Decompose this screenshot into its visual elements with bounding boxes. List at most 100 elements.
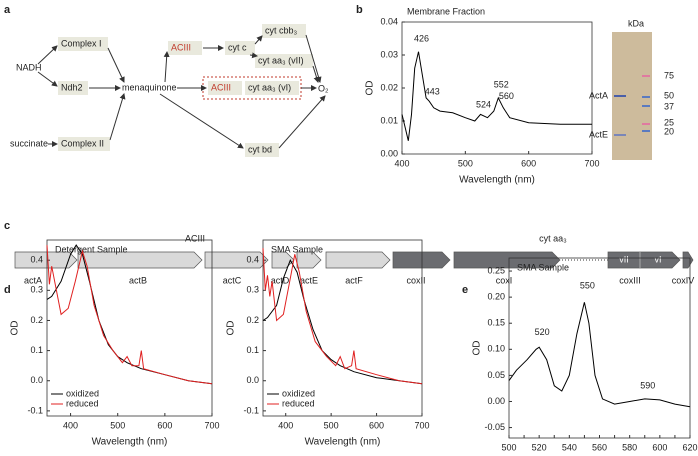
gene-label: coxII (406, 275, 425, 285)
node-box (262, 24, 306, 38)
node-box (255, 54, 313, 68)
peak-label: 590 (640, 380, 655, 390)
arrow (37, 45, 58, 65)
x-tick-label: 400 (278, 420, 293, 430)
x-tick-label: 700 (584, 158, 599, 168)
plot-frame (508, 257, 691, 439)
gene-arrow (453, 251, 561, 269)
y-axis-label: OD (10, 321, 21, 336)
gene-arrow (607, 251, 681, 269)
x-tick-label: 500 (501, 442, 516, 452)
peak-label: 426 (414, 33, 429, 43)
band-label: ActE (589, 129, 608, 139)
peak-label: 520 (535, 327, 550, 337)
spectrum-line (46, 245, 213, 385)
gene-label: coxIV (672, 275, 695, 285)
node: cyt c (228, 42, 247, 52)
y-tick-label: -0.05 (484, 422, 505, 432)
legend-label: reduced (66, 398, 99, 408)
panel-label: a (4, 4, 11, 16)
y-tick-label: 0.04 (380, 16, 398, 26)
chart-title: SMA Sample (517, 262, 569, 272)
arrow (305, 34, 322, 83)
marker-label: 75 (664, 70, 674, 80)
arrow (249, 52, 258, 59)
x-tick-label: 500 (324, 420, 339, 430)
y-axis-label: OD (226, 321, 237, 336)
gene-label: actC (223, 275, 242, 285)
node-box (225, 41, 255, 55)
arrow (312, 65, 320, 83)
node-box (58, 137, 110, 151)
y-axis-label: OD (472, 341, 483, 356)
y-tick-label: -0.1 (27, 405, 43, 415)
x-tick-label: 520 (532, 442, 547, 452)
spectrum-line (262, 248, 423, 385)
y-tick-label: 0.0 (246, 375, 259, 385)
legend-label: reduced (282, 398, 315, 408)
spectrum-line (508, 302, 691, 408)
y-tick-label: 0.2 (246, 315, 259, 325)
panel-label: c (4, 220, 10, 232)
node: cyt cbb₃ (265, 25, 298, 35)
arrow (163, 51, 170, 83)
gene-label: actB (129, 275, 147, 285)
node-box (58, 37, 108, 51)
y-tick-label: 0.00 (380, 148, 398, 158)
node: menaquinone (122, 82, 177, 92)
x-tick-label: 620 (682, 442, 697, 452)
peak-label: 552 (494, 80, 509, 90)
y-tick-label: 0.4 (30, 255, 43, 265)
x-tick-label: 580 (622, 442, 637, 452)
y-tick-label: 0.3 (30, 285, 43, 295)
x-tick-label: 500 (458, 158, 473, 168)
node: cyt aa₃ (vI) (248, 82, 291, 92)
x-axis-label: Wavelength (nm) (305, 437, 381, 448)
arrow (159, 93, 244, 149)
gene-arrow (392, 251, 451, 269)
group-label: ACIII (185, 233, 205, 243)
peak-label: 560 (499, 91, 514, 101)
plot-frame (46, 239, 213, 417)
x-tick-label: 700 (414, 420, 429, 430)
node-box (245, 81, 299, 95)
gene-label: actF (345, 275, 363, 285)
peak-label: 524 (476, 99, 491, 109)
y-tick-label: 0.00 (487, 396, 505, 406)
node: Complex I (61, 38, 102, 48)
node-box (245, 143, 279, 157)
node-box (58, 81, 88, 95)
y-tick-label: 0.10 (487, 344, 505, 354)
x-tick-label: 400 (63, 420, 78, 430)
x-tick-label: 500 (110, 420, 125, 430)
operon: ACIII cyt aa₃ actA actB actC actD actE actF co… (14, 233, 695, 285)
y-tick-label: 0.01 (380, 115, 398, 125)
node: Complex II (61, 138, 104, 148)
y-tick-label: 0.4 (246, 255, 259, 265)
gel-unit: kDa (628, 18, 644, 28)
marker-label: 50 (664, 90, 674, 100)
node: O₂ (318, 83, 329, 93)
node: cyt bd (248, 144, 272, 154)
chart-title: SMA Sample (271, 244, 323, 254)
panel-label: d (4, 284, 11, 296)
x-tick-label: 600 (652, 442, 667, 452)
gene-arrow (77, 251, 203, 269)
node: NADH (16, 62, 42, 72)
band-label: ActA (589, 90, 608, 100)
spectrum-line (401, 51, 592, 141)
node-box (168, 41, 202, 55)
subunit-label: vII (619, 254, 629, 264)
marker-label: 20 (664, 126, 674, 136)
marker-label: 37 (664, 101, 674, 111)
x-tick-label: 600 (157, 420, 172, 430)
gene-label: actA (24, 275, 42, 285)
gene-label: coxIII (619, 275, 641, 285)
y-tick-label: 0.02 (380, 82, 398, 92)
arrow (107, 47, 125, 83)
gene-label: actE (300, 275, 318, 285)
arrow (278, 95, 326, 149)
peak-label: 443 (425, 86, 440, 96)
